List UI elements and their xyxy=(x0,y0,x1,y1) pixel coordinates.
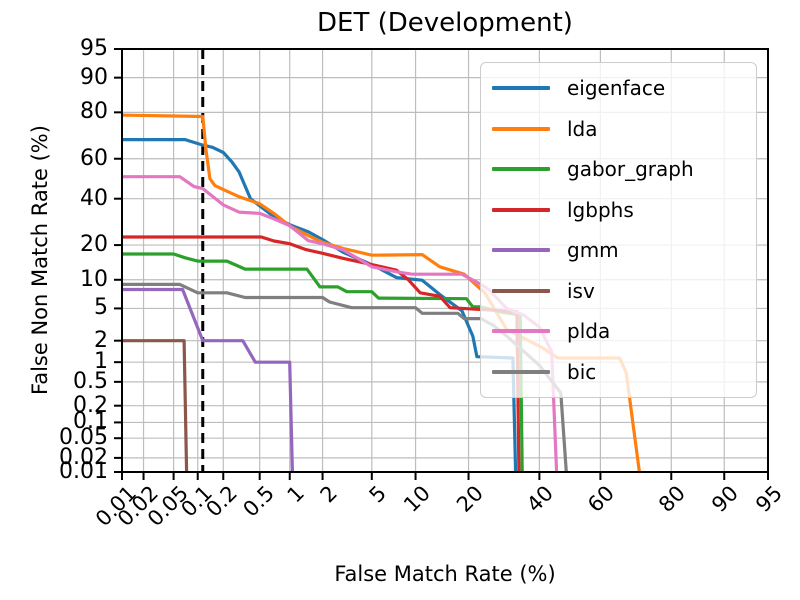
series-line-lgbphs xyxy=(122,235,521,472)
y-tick-label: 2 xyxy=(94,327,108,353)
legend-label: eigenface xyxy=(567,76,666,101)
legend-label: isv xyxy=(567,278,595,303)
legend-swatch-plda xyxy=(492,329,550,334)
y-tick-label: 0.05 xyxy=(59,425,108,451)
series-line-isv xyxy=(122,339,189,472)
legend-swatch-eigenface xyxy=(492,86,550,91)
y-tick-label: 5 xyxy=(94,295,108,321)
legend-label: lgbphs xyxy=(567,197,634,222)
y-tick-label: 90 xyxy=(80,64,108,90)
series-line-eigenface xyxy=(122,138,518,472)
y-tick-label: 0.02 xyxy=(59,444,108,470)
y-tick-label: 0.2 xyxy=(73,392,108,418)
y-tick-label: 80 xyxy=(80,99,108,125)
legend-item-lgbphs: lgbphs xyxy=(481,190,756,231)
y-tick-label: 20 xyxy=(80,232,108,258)
legend-label: gmm xyxy=(567,238,619,263)
y-tick-label: 0.01 xyxy=(59,459,108,484)
legend-label: lda xyxy=(567,116,598,141)
legend-swatch-bic xyxy=(492,369,550,374)
series-line-gmm xyxy=(122,287,294,472)
legend-label: gabor_graph xyxy=(567,157,694,182)
legend-item-plda: plda xyxy=(481,311,756,352)
legend-swatch-lda xyxy=(492,126,550,131)
legend-item-gabor_graph: gabor_graph xyxy=(481,149,756,190)
y-tick-label: 60 xyxy=(80,145,108,171)
tick-marks xyxy=(114,48,769,480)
y-tick-label: 0.1 xyxy=(73,409,108,435)
legend-item-gmm: gmm xyxy=(481,230,756,271)
legend-swatch-gmm xyxy=(492,248,550,253)
y-tick-label: 10 xyxy=(80,266,108,292)
legend-swatch-lgbphs xyxy=(492,207,550,212)
y-tick-label: 95 xyxy=(80,36,108,61)
chart-title: DET (Development) xyxy=(317,8,573,38)
y-tick-label: 0.5 xyxy=(73,368,108,394)
legend-item-lda: lda xyxy=(481,109,756,150)
legend-item-eigenface: eigenface xyxy=(481,68,756,109)
legend-item-bic: bic xyxy=(481,352,756,393)
legend-swatch-gabor_graph xyxy=(492,167,550,172)
legend-label: plda xyxy=(567,319,611,344)
axes-spines xyxy=(121,48,769,473)
y-tick-label: 40 xyxy=(80,185,108,211)
legend-swatch-isv xyxy=(492,288,550,293)
x-axis-label: False Match Rate (%) xyxy=(334,562,556,586)
y-tick-label: 1 xyxy=(94,349,108,375)
legend-label: bic xyxy=(567,359,597,384)
legend-item-isv: isv xyxy=(481,271,756,312)
